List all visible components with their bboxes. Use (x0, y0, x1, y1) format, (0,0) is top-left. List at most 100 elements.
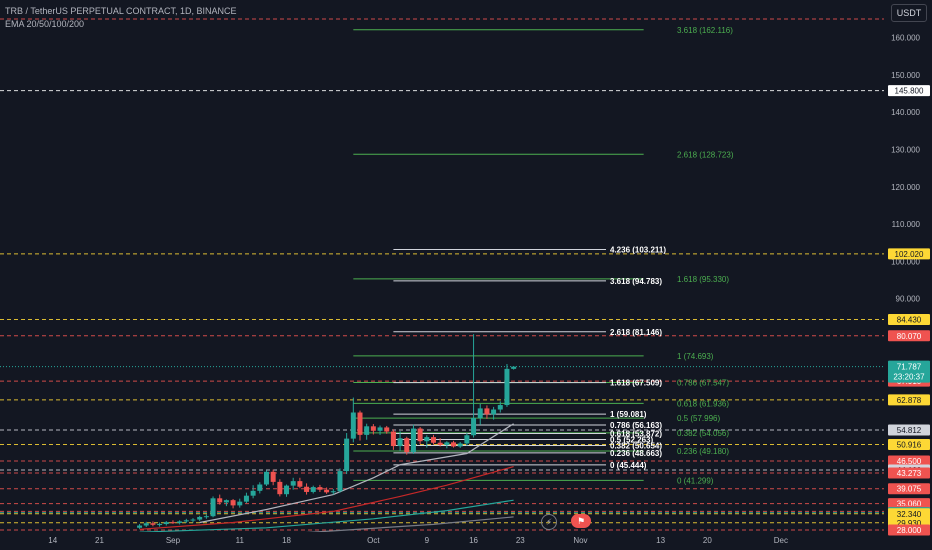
candle-body[interactable] (477, 408, 483, 419)
fib-green-label: 2.618 (128.723) (677, 150, 734, 159)
candle-body[interactable] (170, 522, 176, 524)
candle-body[interactable] (491, 409, 497, 415)
price-box-label: 35.060 (897, 500, 922, 509)
candle-body[interactable] (324, 489, 330, 493)
candle-body[interactable] (390, 431, 396, 447)
price-box (888, 483, 930, 495)
candle-body[interactable] (250, 490, 256, 496)
price-box-label: 62.878 (897, 396, 922, 405)
candle-body[interactable] (424, 437, 430, 442)
candle-body[interactable] (484, 408, 490, 415)
candle-body[interactable] (377, 427, 383, 431)
candle-body[interactable] (504, 368, 510, 406)
candle-body[interactable] (370, 426, 376, 431)
candle-body[interactable] (304, 486, 310, 492)
candle-body[interactable] (257, 484, 263, 491)
candle-body[interactable] (471, 418, 477, 436)
candle-body[interactable] (150, 523, 156, 525)
candle-body[interactable] (344, 438, 350, 472)
flag-icon[interactable]: ⚑ (571, 514, 591, 528)
candle-body[interactable] (297, 481, 303, 487)
x-tick-label: 18 (282, 536, 291, 545)
candle-body[interactable] (511, 366, 517, 369)
candle-body[interactable] (183, 520, 189, 522)
candle-body[interactable] (203, 516, 209, 518)
fib-green-label: 0.382 (54.056) (677, 429, 729, 438)
candle-body[interactable] (430, 437, 436, 443)
price-box (888, 508, 930, 520)
time-axis[interactable] (0, 532, 884, 550)
candle-body[interactable] (457, 443, 463, 447)
candle-body[interactable] (317, 487, 323, 490)
fib-green-label: 1 (74.693) (677, 352, 714, 361)
symbol-title: TRB / TetherUS PERPETUAL CONTRACT, 1D, B… (5, 6, 237, 16)
candle-body[interactable] (397, 438, 403, 447)
countdown-label: 23:20:37 (893, 373, 925, 382)
candle-body[interactable] (217, 498, 223, 503)
candle-body[interactable] (223, 500, 229, 503)
ema-line (139, 466, 514, 530)
candle-body[interactable] (357, 412, 363, 435)
currency-button[interactable]: USDT (891, 4, 927, 22)
fib-green-label: 1.618 (95.330) (677, 275, 729, 284)
price-box-label: 145.800 (895, 87, 924, 96)
y-tick-label: 110.000 (892, 220, 921, 229)
price-box (888, 524, 930, 536)
candle-body[interactable] (444, 442, 450, 445)
fib-white-label: 0 (45.444) (610, 461, 647, 470)
x-tick-label: 23 (516, 536, 525, 545)
candle-body[interactable] (270, 471, 276, 482)
candle-body[interactable] (451, 442, 457, 447)
x-tick-label: 20 (703, 536, 712, 545)
candle-body[interactable] (243, 495, 249, 502)
candle-body[interactable] (364, 426, 370, 435)
price-box (888, 248, 930, 260)
horizontal-lines (0, 18, 884, 531)
candle-body[interactable] (230, 500, 236, 506)
candle-body[interactable] (417, 428, 423, 442)
lightning-icon[interactable]: ⚡ (541, 514, 557, 530)
candle-body[interactable] (330, 491, 336, 493)
candle-body[interactable] (190, 519, 196, 521)
x-tick-label: 14 (48, 536, 57, 545)
candle-body[interactable] (284, 485, 290, 495)
candle-body[interactable] (410, 428, 416, 453)
price-box-label: 54.812 (897, 426, 922, 435)
candle-body[interactable] (384, 427, 390, 432)
fib-white-label: 4.236 (103.211) (610, 245, 666, 254)
fib-green-label: 0.618 (61.936) (677, 399, 729, 408)
candle-body[interactable] (177, 521, 183, 523)
candle-body[interactable] (404, 438, 410, 453)
y-tick-label: 140.000 (891, 108, 920, 117)
candle-body[interactable] (137, 525, 143, 528)
candle-body[interactable] (437, 442, 443, 445)
price-box-label: 43.273 (897, 469, 922, 478)
candle-body[interactable] (237, 501, 243, 506)
y-tick-label: 90.000 (896, 295, 921, 304)
candle-body[interactable] (337, 471, 343, 492)
candles (137, 334, 517, 529)
y-tick-label: 130.000 (891, 146, 920, 155)
candle-body[interactable] (210, 498, 216, 517)
x-tick-label: Sep (166, 536, 181, 545)
fib-green-levels: 3.618 (162.116) 2.618 (128.723) 1.618 (95.… (353, 26, 734, 485)
candle-body[interactable] (310, 487, 316, 492)
price-box (888, 467, 930, 479)
candle-body[interactable] (497, 405, 503, 410)
fib-green-label: 0.236 (49.180) (677, 447, 729, 456)
x-tick-label: 11 (236, 536, 245, 545)
x-tick-label: Oct (367, 536, 380, 545)
candle-body[interactable] (143, 523, 149, 526)
indicator-legend[interactable]: EMA 20/50/100/200 (5, 19, 85, 29)
candle-body[interactable] (163, 522, 169, 525)
candle-body[interactable] (263, 471, 269, 485)
candle-body[interactable] (157, 524, 163, 526)
candle-body[interactable] (277, 481, 283, 495)
candle-body[interactable] (350, 412, 356, 439)
price-box (888, 314, 930, 326)
candle-body[interactable] (197, 516, 203, 520)
candle-body[interactable] (290, 481, 296, 486)
fib-white-label: 0.618 (53.872) (610, 429, 662, 438)
candle-body[interactable] (464, 435, 470, 444)
